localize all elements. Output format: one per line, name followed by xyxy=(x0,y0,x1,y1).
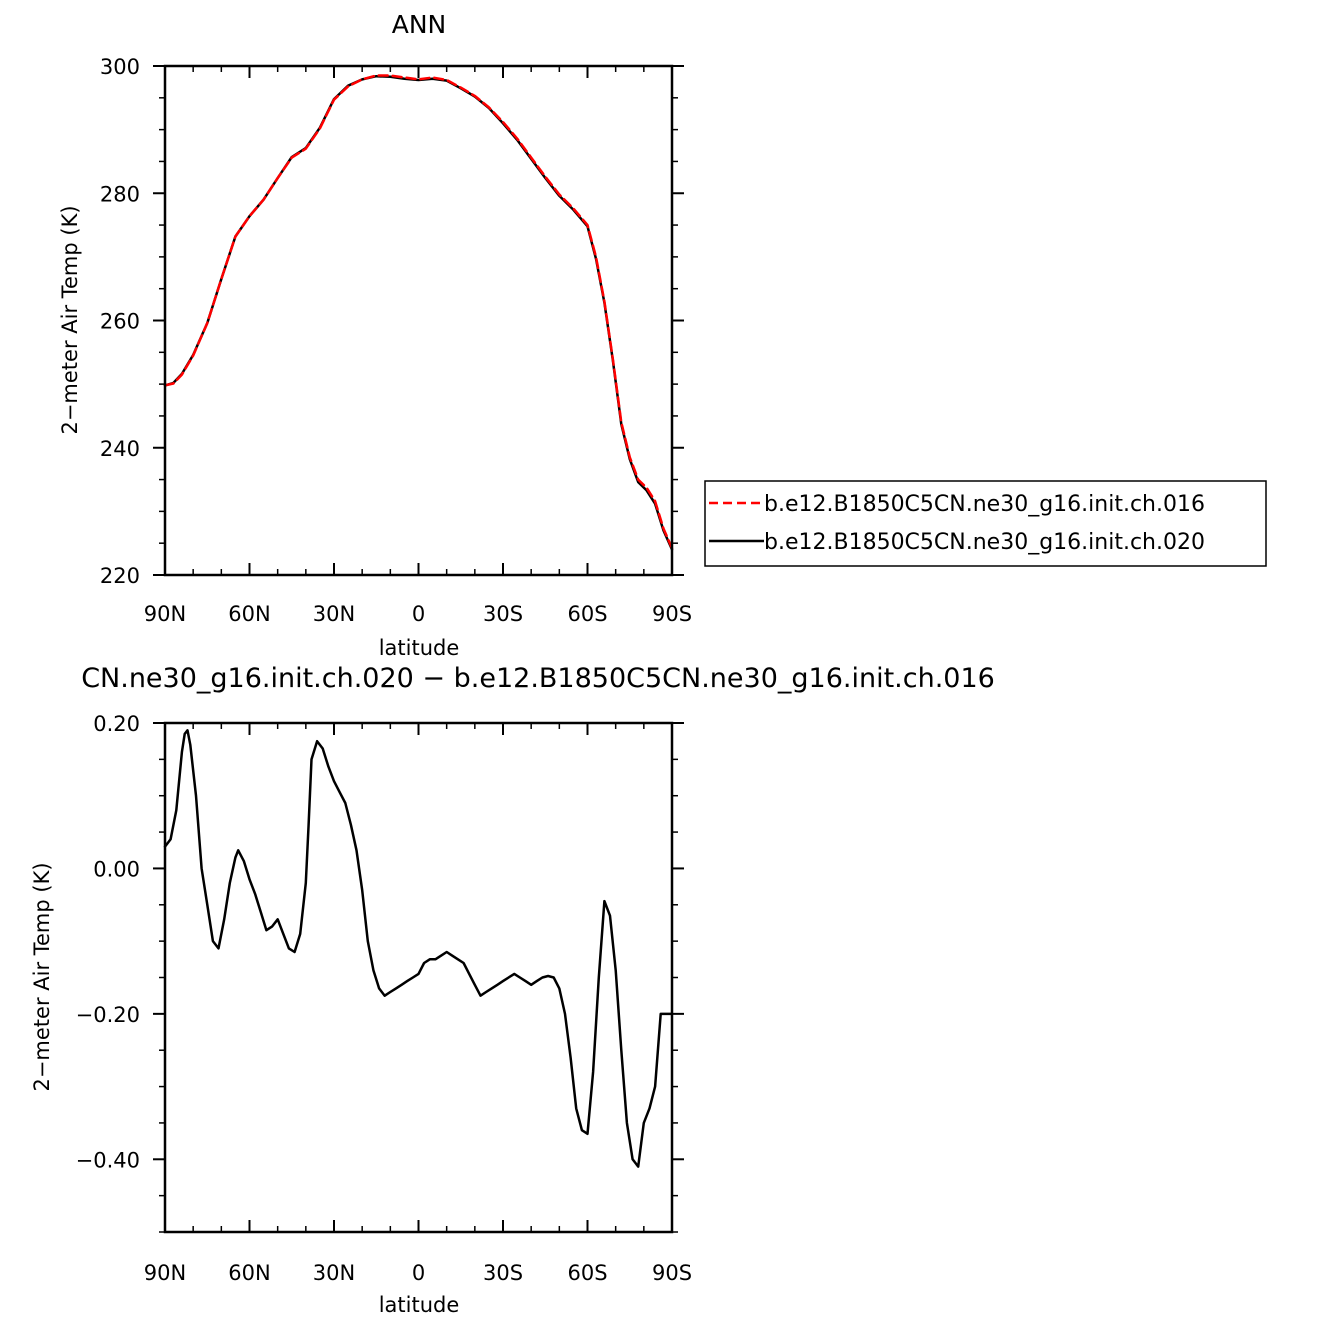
y-tick-label: 0.00 xyxy=(93,857,140,881)
x-tick-label: 60S xyxy=(567,602,607,626)
top-chart-x-tick-labels: 90N 60N 30N 0 30S 60S 90S xyxy=(144,602,692,626)
x-tick-label: 90N xyxy=(144,1261,186,1285)
bottom-chart-plot-frame xyxy=(163,721,674,1234)
top-chart-series-group xyxy=(163,74,674,551)
legend: b.e12.B1850C5CN.ne30_g16.init.ch.016 b.e… xyxy=(704,480,1267,567)
y-tick-label: 220 xyxy=(100,564,140,588)
x-tick-label: 60N xyxy=(228,602,270,626)
y-tick-label: 280 xyxy=(100,182,140,206)
bot-series-line-0 xyxy=(163,729,674,1168)
top-chart-ticks xyxy=(153,65,684,576)
top-chart-panel: ANN 90N 60N 30N 0 30S 60S 90S 220240260280300 … xyxy=(58,10,1267,660)
x-tick-label: 30N xyxy=(313,602,355,626)
y-tick-label: 0.20 xyxy=(93,712,140,736)
top-series-line-1 xyxy=(163,74,674,551)
bottom-chart-ticks xyxy=(153,722,684,1233)
x-tick-label: 60N xyxy=(228,1261,270,1285)
top-chart-x-axis-label: latitude xyxy=(379,636,460,660)
top-chart-y-axis-label: 2−meter Air Temp (K) xyxy=(58,205,82,434)
bottom-chart-series-group xyxy=(163,729,674,1168)
legend-box xyxy=(704,480,1267,567)
bottom-chart-y-axis-label: 2−meter Air Temp (K) xyxy=(30,862,54,1091)
top-chart-plot-frame xyxy=(163,64,674,577)
x-tick-label: 0 xyxy=(412,1261,425,1285)
legend-label-020: b.e12.B1850C5CN.ne30_g16.init.ch.020 xyxy=(764,530,1205,555)
bottom-chart-x-tick-labels: 90N 60N 30N 0 30S 60S 90S xyxy=(144,1261,692,1285)
bottom-chart-x-axis-label: latitude xyxy=(379,1293,460,1317)
y-tick-label: −0.20 xyxy=(76,1003,140,1027)
y-tick-label: −0.40 xyxy=(76,1148,140,1172)
bottom-chart-panel: CN.ne30_g16.init.ch.020 − b.e12.B1850C5C… xyxy=(30,663,995,1317)
bottom-chart-y-tick-labels: 0.20 0.00 −0.20 −0.40 xyxy=(76,712,140,1172)
x-tick-label: 30S xyxy=(483,602,523,626)
x-tick-label: 90S xyxy=(652,1261,692,1285)
y-tick-label: 300 xyxy=(100,55,140,79)
x-tick-label: 60S xyxy=(567,1261,607,1285)
y-tick-label: 260 xyxy=(100,310,140,334)
top-series-line-0 xyxy=(163,74,674,550)
y-tick-label: 240 xyxy=(100,437,140,461)
bottom-chart-title: CN.ne30_g16.init.ch.020 − b.e12.B1850C5C… xyxy=(81,663,995,694)
x-tick-label: 0 xyxy=(412,602,425,626)
top-chart-title: ANN xyxy=(392,10,447,39)
legend-label-016: b.e12.B1850C5CN.ne30_g16.init.ch.016 xyxy=(764,492,1205,517)
x-tick-label: 30S xyxy=(483,1261,523,1285)
x-tick-label: 30N xyxy=(313,1261,355,1285)
x-tick-label: 90N xyxy=(144,602,186,626)
x-tick-label: 90S xyxy=(652,602,692,626)
top-chart-y-tick-labels: 220 240 260 280 300 xyxy=(100,55,140,588)
